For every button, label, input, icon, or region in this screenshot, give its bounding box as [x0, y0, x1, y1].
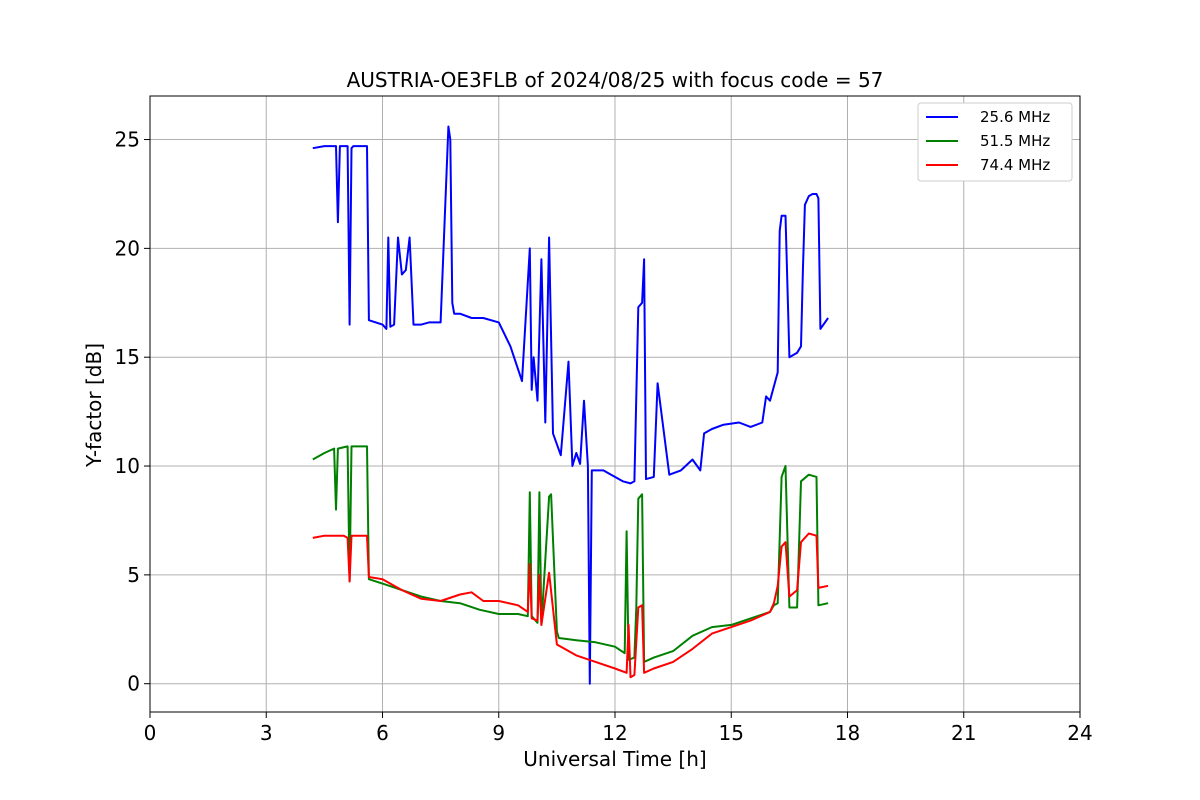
- legend-label: 74.4 MHz: [980, 156, 1050, 174]
- legend-box: [917, 102, 1073, 182]
- series-line-1: [312, 125, 829, 685]
- x-tick-label: 18: [835, 721, 860, 745]
- series-line-3: [312, 532, 829, 679]
- x-tick-label: 24: [1067, 721, 1092, 745]
- y-tick-label: 25: [115, 128, 140, 152]
- x-tick-label: 21: [951, 721, 976, 745]
- legend-label: 25.6 MHz: [980, 108, 1050, 126]
- legend: 25.6 MHz 51.5 MHz 74.4 MHz: [917, 102, 1073, 182]
- y-axis-label: Y-factor [dB]: [82, 343, 106, 468]
- x-tick-label: 6: [376, 721, 389, 745]
- x-tick-label: 0: [144, 721, 157, 745]
- y-tick-label: 10: [115, 454, 140, 478]
- series-line-2: [312, 445, 829, 663]
- series-group: [312, 125, 829, 685]
- axis-ticks: 0 3 6 9 12 15 18 21 24 0 5 10 15 20 25: [115, 128, 1093, 745]
- x-tick-label: 3: [260, 721, 273, 745]
- x-tick-label: 12: [602, 721, 627, 745]
- y-tick-label: 20: [115, 236, 140, 260]
- x-tick-label: 9: [492, 721, 505, 745]
- x-tick-label: 15: [719, 721, 744, 745]
- y-tick-label: 5: [127, 563, 140, 587]
- legend-label: 51.5 MHz: [980, 132, 1050, 150]
- y-tick-label: 15: [115, 345, 140, 369]
- y-tick-label: 0: [127, 672, 140, 696]
- x-axis-label: Universal Time [h]: [523, 747, 706, 771]
- chart-title: AUSTRIA-OE3FLB of 2024/08/25 with focus …: [347, 68, 884, 92]
